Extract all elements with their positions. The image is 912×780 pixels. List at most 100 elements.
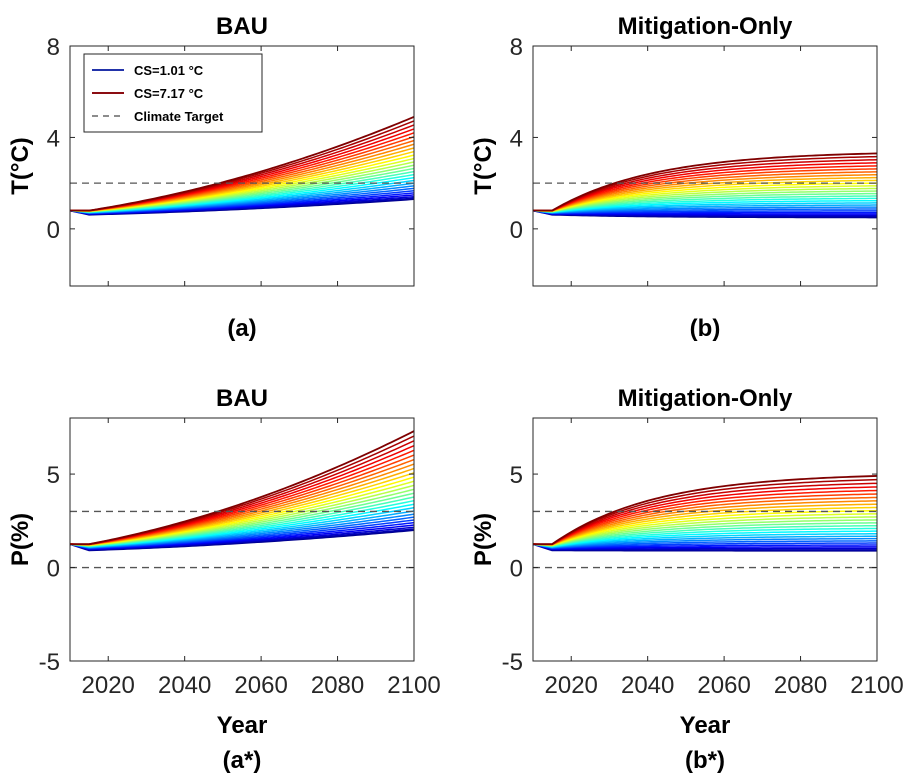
series-line bbox=[533, 155, 877, 212]
series-line bbox=[533, 519, 877, 547]
ensemble-lines bbox=[70, 116, 414, 216]
series-line bbox=[533, 209, 877, 215]
series-line bbox=[533, 206, 877, 214]
series-line bbox=[533, 542, 877, 550]
chart-panel-1: 0 4 8 Mitigation-Only T(°C) (b) bbox=[470, 13, 878, 342]
series-line bbox=[533, 204, 877, 214]
legend-label: Climate Target bbox=[134, 109, 224, 124]
ensemble-lines bbox=[70, 430, 414, 552]
x-tick-label: 2060 bbox=[234, 672, 287, 699]
series-line bbox=[533, 162, 877, 212]
x-tick-label: 2100 bbox=[387, 672, 440, 699]
plot-frame bbox=[69, 45, 415, 287]
series-line bbox=[533, 182, 877, 212]
x-tick-label: 2080 bbox=[774, 672, 827, 699]
series-line bbox=[533, 168, 877, 212]
plot-frame bbox=[532, 45, 878, 287]
plot-frame bbox=[532, 417, 878, 662]
y-tick-label: 4 bbox=[47, 125, 60, 152]
panel-caption: (a*) bbox=[223, 747, 262, 774]
series-line bbox=[533, 486, 877, 546]
x-axis-label: Year bbox=[217, 712, 268, 739]
series-line bbox=[533, 509, 877, 546]
series-line bbox=[533, 482, 877, 545]
chart-panel-0: 0 4 8 BAU T(°C) (a) CS=1.01 °C CS=7.17 °C Climat… bbox=[7, 13, 415, 342]
series-line bbox=[533, 543, 877, 551]
y-tick-label: 0 bbox=[47, 556, 60, 583]
x-tick-label: 2080 bbox=[311, 672, 364, 699]
series-line bbox=[533, 478, 877, 545]
series-line bbox=[533, 475, 877, 546]
series-line bbox=[533, 522, 877, 547]
chart-panel-2: -5 0 5 2020 2040 2060 2080 2100 BAU P(%) Year (a*) bbox=[7, 385, 441, 774]
y-tick-label: 0 bbox=[47, 217, 60, 244]
series-line bbox=[533, 535, 877, 548]
series-line bbox=[533, 179, 877, 212]
series-line bbox=[70, 116, 414, 212]
chart-title: Mitigation-Only bbox=[618, 385, 793, 412]
series-line bbox=[533, 187, 877, 213]
legend-label: CS=1.01 °C bbox=[134, 63, 204, 78]
y-tick-label: 0 bbox=[510, 556, 523, 583]
y-tick-label: -5 bbox=[39, 649, 60, 676]
series-line bbox=[533, 176, 877, 212]
y-axis-label: P(%) bbox=[7, 513, 34, 566]
series-line bbox=[533, 537, 877, 549]
x-tick-label: 2100 bbox=[850, 672, 903, 699]
plot-area bbox=[533, 46, 877, 286]
panel-caption: (a) bbox=[227, 315, 256, 342]
series-line bbox=[533, 152, 877, 212]
series-line bbox=[533, 489, 877, 546]
x-tick-label: 2060 bbox=[697, 672, 750, 699]
plot-frame bbox=[69, 417, 415, 662]
panel-caption: (b) bbox=[690, 315, 721, 342]
legend-label: CS=7.17 °C bbox=[134, 86, 204, 101]
y-tick-label: 5 bbox=[47, 462, 60, 489]
x-axis-label: Year bbox=[680, 712, 731, 739]
series-line bbox=[533, 513, 877, 546]
series-line bbox=[533, 524, 877, 547]
series-line bbox=[533, 174, 877, 212]
y-tick-label: 8 bbox=[47, 34, 60, 61]
series-line bbox=[533, 533, 877, 548]
series-line bbox=[533, 208, 877, 214]
series-line bbox=[533, 171, 877, 212]
y-tick-label: -5 bbox=[502, 649, 523, 676]
series-line bbox=[533, 530, 877, 548]
series-line bbox=[533, 165, 877, 212]
y-axis-label: T(°C) bbox=[7, 137, 34, 195]
y-axis-label: P(%) bbox=[470, 513, 497, 566]
series-line bbox=[533, 527, 877, 548]
panel-caption: (b*) bbox=[685, 747, 725, 774]
x-tick-label: 2020 bbox=[545, 672, 598, 699]
ensemble-lines bbox=[533, 152, 877, 219]
series-line bbox=[533, 190, 877, 213]
y-axis-label: T(°C) bbox=[470, 137, 497, 195]
chart-title: Mitigation-Only bbox=[618, 13, 793, 40]
series-line bbox=[70, 430, 414, 546]
chart-panel-3: -5 0 5 2020 2040 2060 2080 2100 Mitigation-Only P… bbox=[470, 385, 904, 774]
series-line bbox=[533, 197, 877, 213]
series-line bbox=[533, 199, 877, 213]
series-line bbox=[533, 543, 877, 550]
series-line bbox=[533, 496, 877, 546]
y-tick-label: 5 bbox=[510, 462, 523, 489]
series-line bbox=[533, 506, 877, 546]
series-line bbox=[533, 500, 877, 546]
series-line bbox=[533, 516, 877, 547]
series-line bbox=[533, 540, 877, 549]
x-tick-label: 2020 bbox=[82, 672, 135, 699]
series-line bbox=[533, 158, 877, 212]
series-line bbox=[533, 543, 877, 550]
y-tick-label: 4 bbox=[510, 125, 523, 152]
y-tick-label: 0 bbox=[510, 217, 523, 244]
x-tick-label: 2040 bbox=[158, 672, 211, 699]
legend: CS=1.01 °C CS=7.17 °C Climate Target bbox=[83, 53, 263, 133]
series-line bbox=[533, 185, 877, 213]
series-line bbox=[533, 195, 877, 213]
chart-title: BAU bbox=[216, 13, 268, 40]
y-tick-label: 8 bbox=[510, 34, 523, 61]
ensemble-lines bbox=[533, 475, 877, 552]
series-line bbox=[533, 202, 877, 214]
